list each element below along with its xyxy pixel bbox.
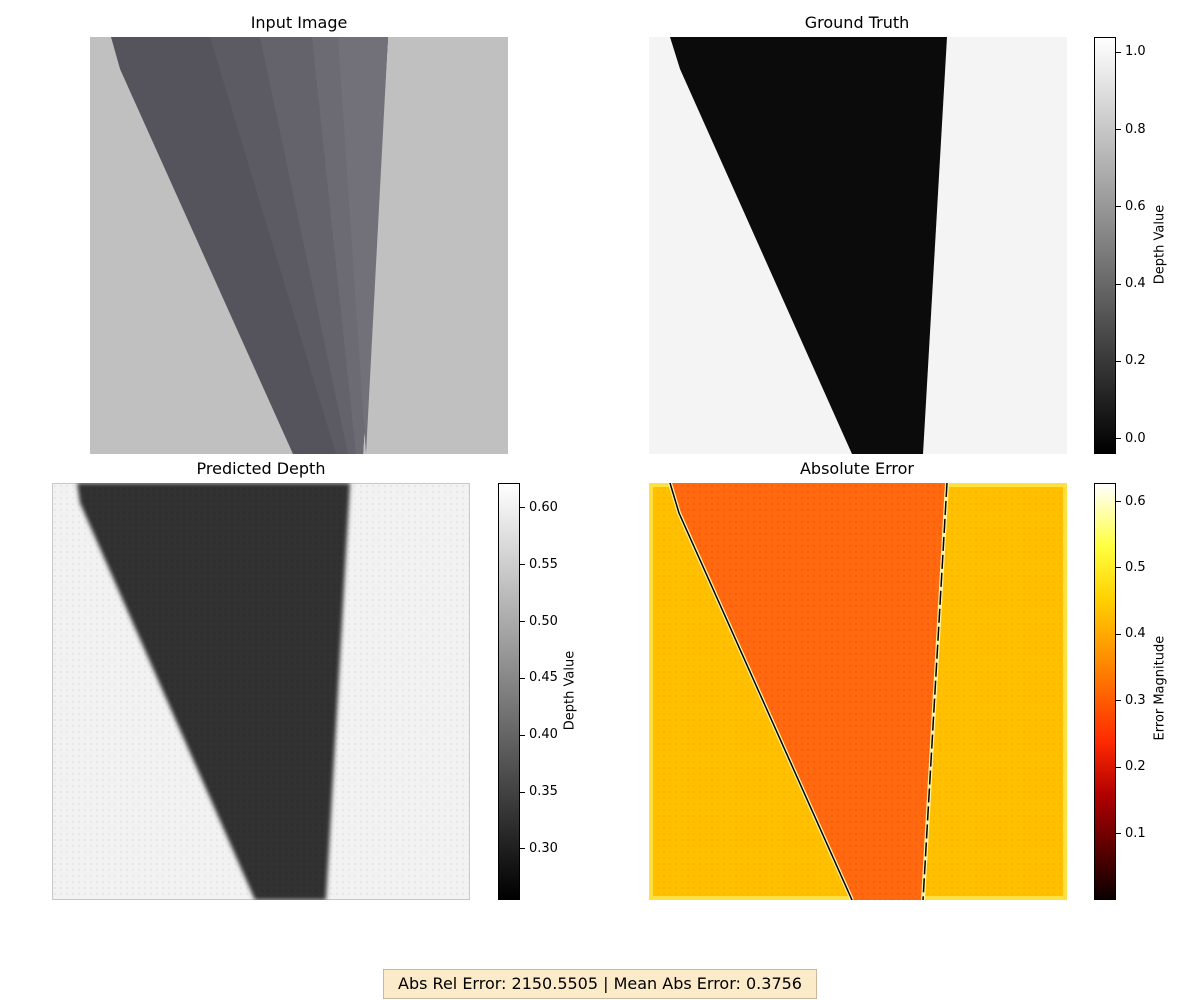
pred-colorbar-tick: 0.60 bbox=[520, 499, 558, 515]
err-colorbar-tick: 0.6 bbox=[1116, 493, 1146, 509]
err-left-edge bbox=[669, 483, 853, 900]
gt-object bbox=[670, 37, 947, 454]
ground-truth-panel bbox=[649, 37, 1067, 454]
pred-colorbar-label: Depth Value bbox=[562, 650, 578, 731]
metrics-footer: Abs Rel Error: 2150.5505 | Mean Abs Erro… bbox=[383, 969, 817, 999]
pred-colorbar-tick: 0.40 bbox=[520, 727, 558, 743]
gt-colorbar-tick: 0.8 bbox=[1116, 121, 1146, 137]
pred-colorbar-tick: 0.55 bbox=[520, 556, 558, 572]
err-colorbar bbox=[1094, 483, 1116, 900]
predicted-depth-title: Predicted Depth bbox=[196, 459, 326, 478]
err-colorbar-tick: 0.2 bbox=[1116, 759, 1146, 775]
pred-colorbar bbox=[498, 483, 520, 900]
err-colorbar-tick: 0.3 bbox=[1116, 692, 1146, 708]
pred-object bbox=[77, 483, 350, 900]
pred-colorbar-tick: 0.45 bbox=[520, 670, 558, 686]
gt-colorbar-tick: 0.2 bbox=[1116, 353, 1146, 369]
gt-colorbar-label: Depth Value bbox=[1152, 204, 1168, 285]
gt-colorbar bbox=[1094, 37, 1116, 454]
pred-colorbar-tick: 0.50 bbox=[520, 613, 558, 629]
err-colorbar-tick: 0.5 bbox=[1116, 559, 1146, 575]
input-object-band-4 bbox=[338, 37, 388, 454]
err-object bbox=[670, 483, 947, 900]
absolute-error-title: Absolute Error bbox=[799, 459, 914, 478]
err-colorbar-tick: 0.1 bbox=[1116, 825, 1146, 841]
err-colorbar-tick: 0.4 bbox=[1116, 626, 1146, 642]
gt-colorbar-tick: 1.0 bbox=[1116, 44, 1146, 60]
err-colorbar-label: Error Magnitude bbox=[1152, 635, 1168, 741]
input-image-panel bbox=[90, 37, 508, 454]
pred-colorbar-tick: 0.35 bbox=[520, 784, 558, 800]
ground-truth-title: Ground Truth bbox=[804, 13, 910, 32]
gt-colorbar-tick: 0.4 bbox=[1116, 276, 1146, 292]
absolute-error-panel bbox=[649, 483, 1067, 900]
pred-colorbar-tick: 0.30 bbox=[520, 840, 558, 856]
input-image-title: Input Image bbox=[250, 13, 348, 32]
gt-colorbar-tick: 0.6 bbox=[1116, 198, 1146, 214]
predicted-depth-panel bbox=[52, 483, 470, 900]
err-right-edge bbox=[922, 483, 948, 900]
gt-colorbar-tick: 0.0 bbox=[1116, 430, 1146, 446]
